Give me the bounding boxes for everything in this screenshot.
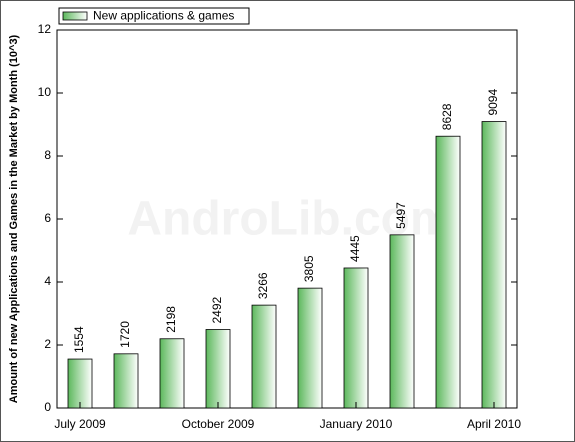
value-label: 4445 (348, 235, 362, 262)
value-label: 5497 (394, 202, 408, 229)
bar (389, 234, 415, 409)
y-tick-label: 0 (44, 400, 51, 414)
value-label: 1720 (118, 321, 132, 348)
value-label: 9094 (486, 89, 500, 116)
value-label: 2198 (164, 306, 178, 333)
legend-box (58, 7, 250, 25)
x-tick-label: July 2009 (54, 417, 106, 431)
y-axis-label: Amount of new Applications and Games in … (8, 34, 20, 403)
y-tick-label: 12 (38, 22, 52, 36)
value-label: 3805 (302, 255, 316, 282)
y-tick-label: 2 (44, 337, 51, 351)
legend-swatch (62, 11, 88, 21)
x-tick-label: January 2010 (320, 417, 393, 431)
y-tick-label: 10 (38, 85, 52, 99)
bar (251, 304, 277, 409)
y-tick-label: 8 (44, 148, 51, 162)
bar (343, 267, 369, 409)
bar (435, 135, 461, 409)
value-label: 8628 (440, 103, 454, 130)
bar (67, 358, 93, 409)
x-tick-label: April 2010 (467, 417, 521, 431)
bar (205, 329, 231, 409)
bar (113, 353, 139, 409)
bar (159, 338, 185, 409)
value-label: 1554 (72, 326, 86, 353)
y-tick-label: 4 (44, 274, 51, 288)
legend-label: New applications & games (93, 9, 234, 23)
bar (297, 287, 323, 409)
value-label: 2492 (210, 296, 224, 323)
x-tick-label: October 2009 (182, 417, 255, 431)
value-label: 3266 (256, 272, 270, 299)
bar (481, 121, 507, 409)
y-tick-label: 6 (44, 211, 51, 225)
